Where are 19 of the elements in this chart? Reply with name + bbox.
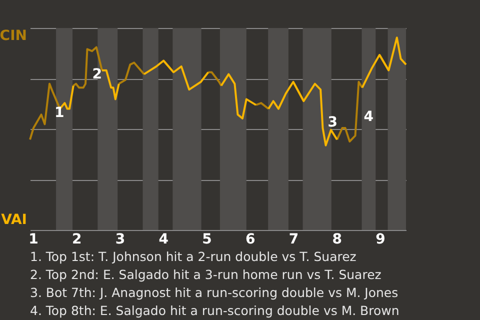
text: 4. Top 8th: E. Salgado hit a run-scoring double vs M. Brown bbox=[30, 303, 400, 318]
text: 3. Bot 7th: J. Anagnost hit a run-scoring double vs M. Jones bbox=[30, 285, 398, 300]
x-tick-label: 3 bbox=[115, 232, 126, 248]
text: 2. Top 2nd: E. Salgado hit a 3-run home run vs T. Suarez bbox=[30, 267, 382, 282]
x-tick-label: 8 bbox=[332, 232, 342, 248]
x-tick-label: 9 bbox=[376, 232, 386, 248]
text: 1. Top 1st: T. Johnson hit a 2-run double vs T. Suarez bbox=[30, 249, 357, 264]
x-tick-label: 1 bbox=[28, 232, 38, 248]
text: CIN bbox=[0, 28, 27, 44]
x-tick-label: 5 bbox=[202, 232, 212, 248]
x-tick-label: 7 bbox=[288, 232, 299, 248]
annotation: 3 bbox=[328, 114, 338, 131]
x-tick-label: 2 bbox=[72, 232, 82, 248]
annotation: 2 bbox=[92, 66, 102, 82]
x-tick-label: 4 bbox=[158, 232, 169, 248]
annotation: 4 bbox=[364, 108, 374, 125]
x-tick-label: 6 bbox=[246, 232, 256, 248]
annotation: 1 bbox=[54, 104, 64, 121]
text: VAI bbox=[1, 212, 27, 228]
